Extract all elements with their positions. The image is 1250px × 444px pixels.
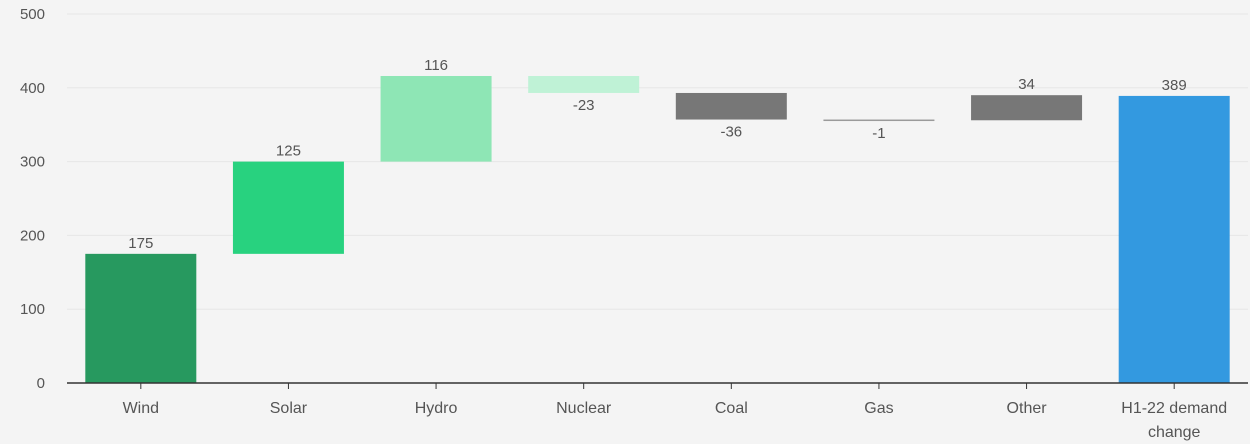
- y-tick-label: 200: [20, 227, 45, 244]
- x-tick-label: Other: [1007, 400, 1048, 417]
- y-tick-label: 500: [20, 6, 45, 23]
- x-tick-label: Nuclear: [556, 400, 612, 417]
- x-tick-label: Hydro: [415, 400, 458, 417]
- y-axis: 0 100 200 300 400 500: [20, 6, 45, 392]
- bar-h1-22-demand-change: [1118, 95, 1230, 383]
- bar-wind: [85, 253, 197, 383]
- x-tick-label: Coal: [715, 400, 748, 417]
- value-label: 175: [128, 235, 153, 252]
- bar-nuclear: [528, 75, 640, 93]
- bars-layer: [85, 75, 1230, 383]
- y-tick-label: 100: [20, 301, 45, 318]
- x-tick-label: H1-22 demand change: [1121, 400, 1227, 441]
- bar-gas: [823, 119, 935, 122]
- value-labels-layer: 175 125 116 -23 -36 -1 34 389: [128, 57, 1186, 252]
- x-tick-label: Wind: [123, 400, 159, 417]
- bar-hydro: [380, 75, 492, 162]
- value-label: 34: [1018, 76, 1035, 93]
- bar-other: [971, 95, 1083, 121]
- x-tick-label: Solar: [270, 400, 308, 417]
- y-tick-label: 300: [20, 154, 45, 171]
- value-label: -23: [573, 97, 595, 114]
- value-label: 125: [276, 143, 301, 160]
- value-label: 116: [424, 57, 448, 74]
- x-axis: Wind Solar Hydro Nuclear Coal Gas Other H1-22 d…: [67, 382, 1248, 441]
- bar-coal: [675, 92, 787, 120]
- value-label: -36: [720, 124, 742, 141]
- value-label: -1: [872, 125, 885, 142]
- value-label: 389: [1162, 77, 1187, 94]
- y-tick-label: 0: [37, 375, 45, 392]
- bar-solar: [232, 161, 344, 254]
- x-tick-label: Gas: [864, 400, 893, 417]
- y-tick-label: 400: [20, 80, 45, 97]
